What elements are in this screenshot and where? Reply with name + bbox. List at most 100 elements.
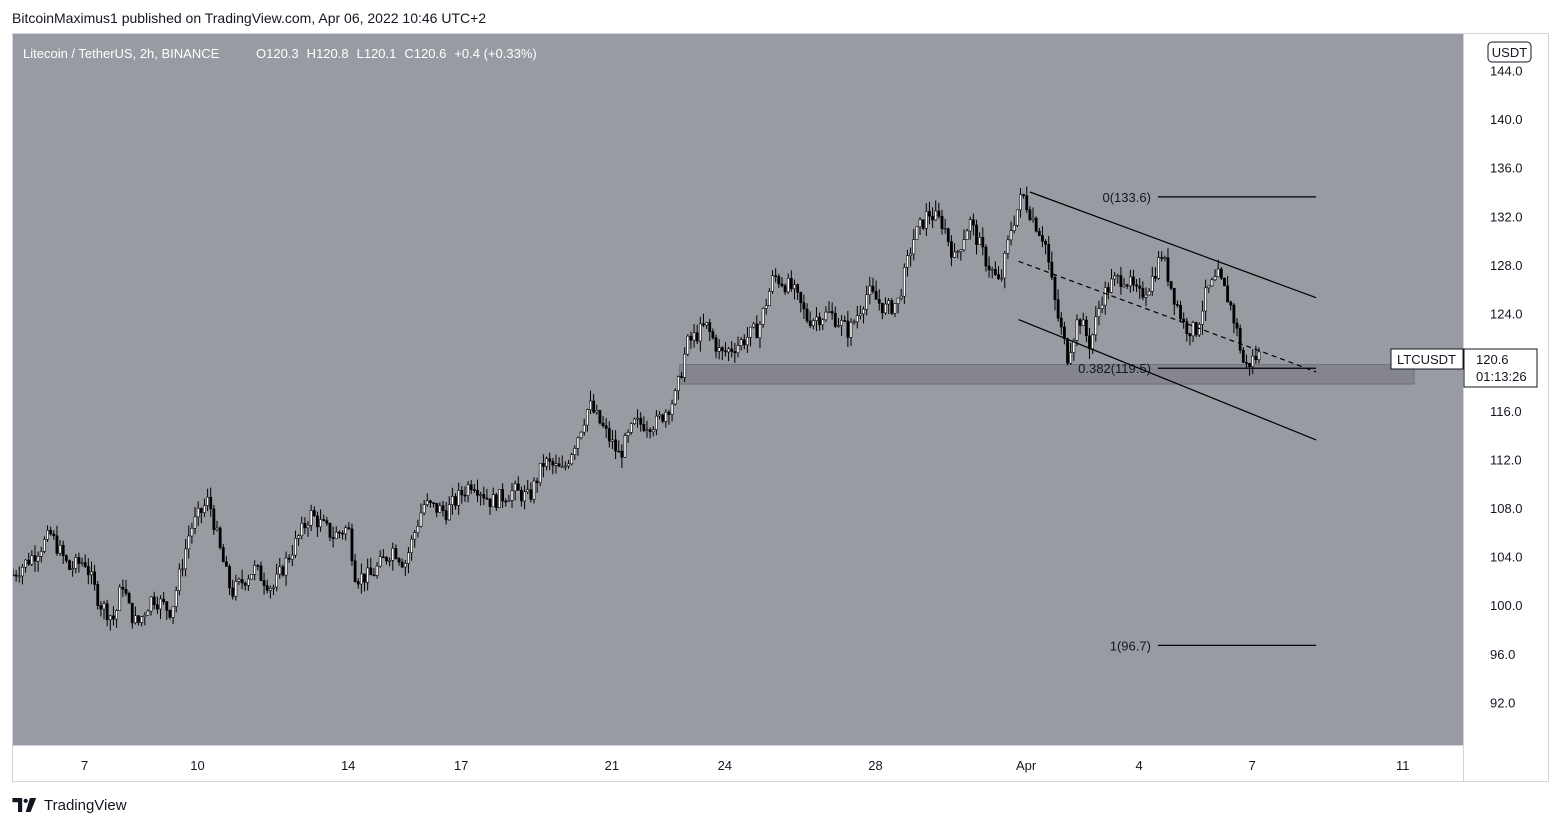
y-tick-label: 92.0 <box>1490 695 1515 710</box>
candle-body <box>391 548 395 561</box>
candle-body <box>1103 287 1107 306</box>
candle-body <box>1066 338 1069 364</box>
candle-body <box>1160 257 1164 259</box>
candle-body <box>1128 276 1132 287</box>
candle-body <box>705 322 709 326</box>
candle-body <box>435 502 439 513</box>
candle-body <box>331 536 335 539</box>
candle-body <box>840 320 843 326</box>
candle-body <box>692 332 696 341</box>
candle-body <box>237 579 241 582</box>
candle-body <box>130 602 134 624</box>
candle-body <box>39 551 43 557</box>
candle-body <box>614 439 617 452</box>
candle-body <box>491 494 495 508</box>
candle-body <box>262 580 266 586</box>
candle-body <box>755 323 759 339</box>
candle-body <box>64 555 68 561</box>
candle-body <box>507 500 511 502</box>
candle-body <box>981 236 985 248</box>
x-tick-label: 4 <box>1135 758 1142 773</box>
candle-body <box>906 255 909 268</box>
candle-body <box>378 556 382 567</box>
candle-body <box>513 483 517 492</box>
candle-body <box>664 411 668 422</box>
candle-body <box>667 411 671 415</box>
candle-body <box>1100 304 1104 309</box>
candle-body <box>862 308 865 315</box>
candle-body <box>394 548 398 559</box>
candle-body <box>187 535 191 550</box>
candle-body <box>815 316 818 321</box>
candle-body <box>962 239 966 251</box>
candle-body <box>931 215 934 221</box>
time-axis[interactable] <box>13 745 1463 781</box>
candle-body <box>1063 326 1066 340</box>
candle-body <box>93 571 97 585</box>
candle-body <box>381 556 385 559</box>
x-tick-label: 21 <box>605 758 619 773</box>
tradingview-brand[interactable]: TradingView <box>12 795 127 815</box>
candle-body <box>676 376 680 392</box>
price-chart[interactable]: 0(133.6) 0.382(119.5) 1(96.7) 92.0 96.0 100.… <box>13 34 1548 781</box>
candle-body <box>1254 355 1258 360</box>
candle-body <box>372 574 376 577</box>
candle-body <box>1204 287 1208 312</box>
candle-body <box>152 596 156 606</box>
candle-body <box>356 581 360 585</box>
candle-body <box>1154 276 1157 279</box>
support-zone-layer <box>679 364 1415 385</box>
candle-body <box>598 410 602 424</box>
candle-body <box>1106 287 1110 293</box>
candle-body <box>479 494 483 496</box>
channel-mid-dashed-line[interactable] <box>1018 260 1317 373</box>
candle-body <box>717 347 721 352</box>
candle-body <box>1069 352 1073 364</box>
currency-badge[interactable]: USDT <box>1487 41 1532 63</box>
candle-body <box>319 519 322 528</box>
candle-body <box>407 552 410 564</box>
candle-body <box>943 228 947 230</box>
candle-body <box>1041 235 1044 242</box>
candle-body <box>369 567 373 576</box>
candle-body <box>250 574 253 580</box>
channel-lower-line[interactable] <box>1018 319 1317 441</box>
candle-body <box>880 302 884 314</box>
candle-body <box>827 311 831 313</box>
candle-body <box>865 294 869 310</box>
candle-body <box>1207 285 1211 289</box>
x-tick-label: Apr <box>1016 758 1037 773</box>
candle-body <box>501 489 505 502</box>
y-tick-label: 108.0 <box>1490 501 1523 516</box>
candle-body <box>617 450 621 453</box>
candle-body <box>33 555 37 562</box>
candle-body <box>294 538 297 556</box>
candle-body <box>673 390 677 405</box>
candle-body <box>852 321 856 324</box>
candle-body <box>46 529 49 540</box>
support-zone[interactable] <box>679 364 1415 385</box>
candle-body <box>595 410 599 413</box>
candle-body <box>297 535 301 539</box>
plot-area[interactable] <box>13 34 1463 745</box>
candle-body <box>77 557 81 564</box>
candle-body <box>843 320 847 322</box>
candle-body <box>953 251 956 258</box>
candle-body <box>824 311 828 321</box>
candle-body <box>887 300 891 305</box>
price-ticks: 92.096.0100.0104.0108.0112.0116.0120.012… <box>1490 63 1523 710</box>
candle-body <box>457 489 461 506</box>
price-axis[interactable] <box>1463 34 1548 781</box>
candle-body <box>1056 299 1060 319</box>
candle-body <box>545 458 548 467</box>
candle-body <box>937 210 941 217</box>
candle-body <box>1019 194 1022 211</box>
candle-body <box>488 498 492 508</box>
candle-body <box>833 312 837 327</box>
channel-upper-line[interactable] <box>1029 191 1317 299</box>
candle-body <box>589 400 592 410</box>
candle-body <box>1238 327 1242 351</box>
candle-body <box>165 601 169 611</box>
y-tick-label: 100.0 <box>1490 598 1523 613</box>
candle-body <box>1182 318 1186 322</box>
